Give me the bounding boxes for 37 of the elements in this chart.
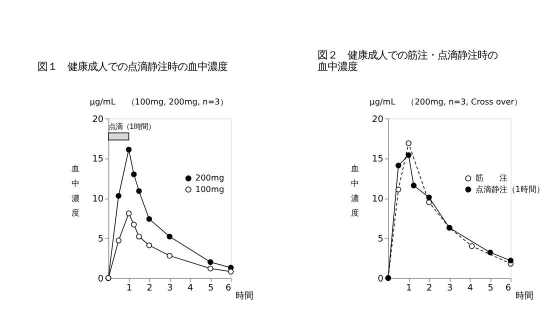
x-axis-title: 時間 xyxy=(235,290,254,302)
chart-title: 図１ 健康成人での点滴静注時の血中濃度 xyxy=(37,61,228,74)
y-axis-title: 血中濃度 xyxy=(351,163,360,218)
y-tick-label: 10 xyxy=(372,194,384,205)
y-axis-title: 血中濃度 xyxy=(71,163,80,218)
x-tick-label: 1 xyxy=(126,283,132,294)
y-tick-label: 20 xyxy=(92,114,104,125)
x-tick-label: 4 xyxy=(188,283,194,294)
y-tick-label: 5 xyxy=(98,234,104,244)
y-tick-label: 0 xyxy=(98,274,104,284)
band-label: 点滴（1時間） xyxy=(108,122,156,132)
legend-label: 点滴静注（1時間） xyxy=(475,184,544,194)
x-tick-label: 4 xyxy=(467,283,474,294)
x-tick-label: 5 xyxy=(488,283,494,294)
chart-subtitle: （100mg, 200mg, n=3） xyxy=(126,96,228,106)
x-tick-label: 2 xyxy=(146,283,152,294)
x-tick-label: 3 xyxy=(167,283,173,294)
x-tick-label: 3 xyxy=(446,283,453,294)
y-tick-label: 5 xyxy=(378,234,384,244)
y-tick-label: 0 xyxy=(378,274,384,284)
legend-label: 筋 注 xyxy=(475,172,508,183)
y-tick-label: 20 xyxy=(372,114,384,125)
x-tick-label: 6 xyxy=(505,283,512,294)
x-tick-label: 2 xyxy=(426,283,432,294)
x-tick-label: 1 xyxy=(406,283,412,294)
legend-label: 100mg xyxy=(195,184,224,194)
x-axis-title: 時間 xyxy=(515,290,534,302)
text: μg/mL xyxy=(370,96,396,106)
legend-label: 200mg xyxy=(195,172,224,183)
chart-subtitle: （200mg, n=3, Cross over） xyxy=(406,96,522,106)
x-tick-label: 6 xyxy=(226,283,232,294)
y-tick-label: 15 xyxy=(92,154,104,165)
y-tick-label: 15 xyxy=(372,154,384,165)
x-tick-label: 5 xyxy=(208,283,214,294)
chart-title: 図２ 健康成人での筋注・点滴静注時の血中濃度 xyxy=(317,49,498,74)
text: μg/mL xyxy=(90,96,116,106)
y-tick-label: 10 xyxy=(92,194,104,205)
